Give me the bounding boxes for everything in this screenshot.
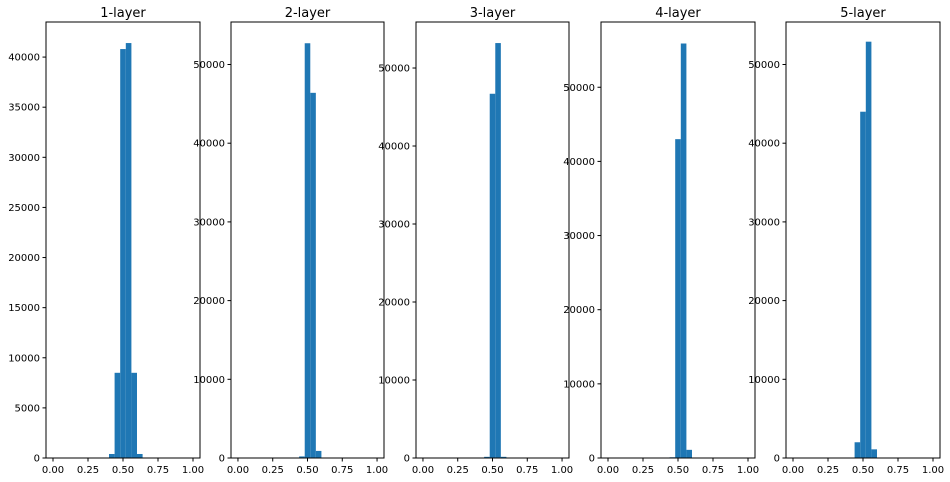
histogram-bar (109, 453, 115, 458)
y-tick-label: 30000 (563, 231, 595, 242)
x-tick-label: 0.00 (412, 465, 434, 476)
y-tick-label: 40000 (748, 139, 780, 150)
x-tick-label: 0.25 (817, 465, 839, 476)
histogram-bar (865, 41, 872, 459)
y-tick-label: 40000 (563, 157, 595, 168)
histogram-bar (137, 453, 143, 458)
subplot-5: 5-layer 0.00 0.25 0.50 0.75 1.00 0 10000 20000 30… (748, 6, 944, 476)
y-tick-label: 20000 (193, 296, 225, 307)
histogram-bar (125, 43, 132, 459)
histogram-bar (299, 456, 305, 458)
x-tick-label: 0.25 (447, 465, 469, 476)
histogram-bar (860, 111, 866, 458)
subplot-3: 3-layer 0.00 0.25 0.50 0.75 1.00 0 10000 20000 30… (378, 6, 573, 476)
y-tick-label: 20000 (748, 296, 780, 307)
histogram-bar (310, 92, 316, 458)
y-tick-label: 40000 (378, 142, 410, 153)
y-tick-label: 5000 (15, 403, 40, 414)
y-tick-label: 40000 (8, 53, 40, 64)
histogram-bar (489, 93, 496, 458)
x-tick-label: 0.00 (227, 465, 249, 476)
histogram-bar (120, 49, 126, 459)
histogram-bar (680, 43, 687, 458)
x-tick-label: 1.00 (922, 465, 944, 476)
y-tick-label: 20000 (8, 253, 40, 264)
y-tick-label: 25000 (8, 203, 40, 214)
y-tick-label: 10000 (748, 375, 780, 386)
subplot-1: 1-layer 0.00 0.25 0.50 0.75 1.00 0 5000 10000 150… (8, 6, 204, 476)
x-tick-label: 0.00 (597, 465, 619, 476)
histogram-bar (315, 450, 322, 458)
y-tick-label: 15000 (8, 303, 40, 314)
subplot-title: 1-layer (100, 6, 146, 21)
y-tick-label: 30000 (193, 217, 225, 228)
x-tick-label: 0.75 (887, 465, 909, 476)
x-tick-label: 0.75 (331, 465, 353, 476)
y-tick-label: 10000 (563, 379, 595, 390)
x-tick-label: 0.75 (702, 465, 724, 476)
x-tick-label: 1.00 (182, 465, 204, 476)
x-tick-label: 0.50 (667, 465, 689, 476)
y-tick-label: 20000 (563, 305, 595, 316)
histogram-bar (854, 442, 861, 458)
subplot-4: 4-layer 0.00 0.25 0.50 0.75 1.00 0 10000 20000 30… (563, 6, 759, 476)
y-tick-label: 0 (404, 454, 410, 465)
y-tick-label: 30000 (378, 220, 410, 231)
histogram-bar (304, 43, 311, 458)
y-tick-label: 10000 (378, 376, 410, 387)
x-tick-label: 0.50 (852, 465, 874, 476)
histogram-bar (131, 372, 137, 458)
x-tick-label: 0.25 (632, 465, 654, 476)
subplot-title: 2-layer (285, 6, 331, 21)
x-tick-label: 0.50 (481, 465, 503, 476)
subplot-title: 3-layer (470, 6, 516, 21)
histogram-bar (484, 456, 490, 458)
y-tick-label: 0 (774, 454, 780, 465)
y-tick-label: 50000 (748, 60, 780, 71)
x-tick-label: 0.50 (296, 465, 318, 476)
y-tick-label: 50000 (193, 60, 225, 71)
y-tick-label: 20000 (378, 298, 410, 309)
y-tick-label: 40000 (193, 139, 225, 150)
histogram-bar (675, 139, 681, 458)
y-tick-label: 10000 (193, 375, 225, 386)
x-tick-label: 0.00 (42, 465, 64, 476)
x-tick-label: 0.75 (516, 465, 538, 476)
histogram-bar (495, 43, 501, 459)
y-tick-label: 35000 (8, 103, 40, 114)
x-tick-label: 0.50 (112, 465, 134, 476)
y-tick-label: 10000 (8, 353, 40, 364)
histogram-bar (686, 449, 692, 458)
x-tick-label: 1.00 (737, 465, 759, 476)
x-tick-label: 1.00 (366, 465, 388, 476)
subplot-title: 4-layer (655, 6, 701, 21)
histogram-bar (871, 449, 877, 458)
subplot-2: 2-layer 0.00 0.25 0.50 0.75 1.00 0 10000 20000 30… (193, 6, 388, 476)
x-tick-label: 0.75 (147, 465, 169, 476)
x-tick-label: 1.00 (551, 465, 573, 476)
subplot-title: 5-layer (840, 6, 886, 21)
x-tick-label: 0.25 (77, 465, 99, 476)
histogram-bar (114, 372, 121, 458)
y-tick-label: 50000 (378, 64, 410, 75)
y-tick-label: 30000 (748, 217, 780, 228)
y-tick-label: 30000 (8, 153, 40, 164)
y-tick-label: 0 (219, 454, 225, 465)
y-tick-label: 50000 (563, 83, 595, 94)
histogram-bar (500, 456, 507, 458)
x-tick-label: 0.25 (262, 465, 284, 476)
y-tick-label: 0 (589, 454, 595, 465)
x-tick-label: 0.00 (782, 465, 804, 476)
y-tick-label: 0 (34, 454, 40, 465)
